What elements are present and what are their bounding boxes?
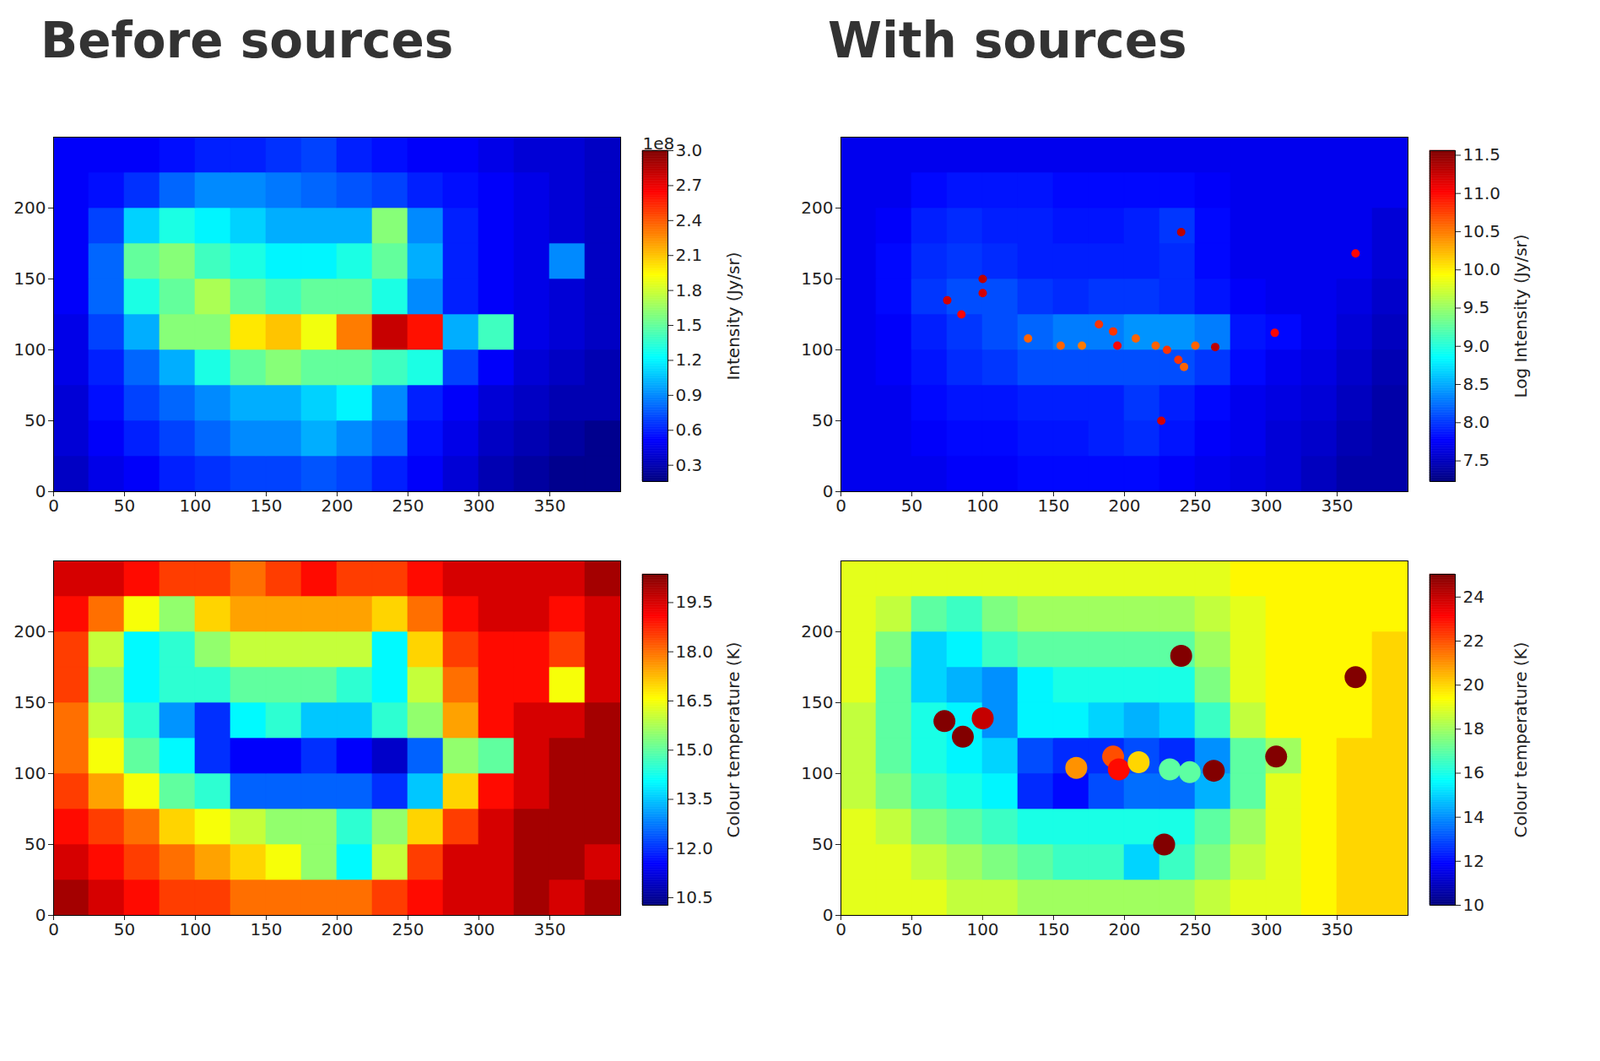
svg-text:150: 150 (13, 268, 46, 289)
svg-text:0: 0 (835, 918, 847, 940)
svg-text:1.8: 1.8 (675, 280, 703, 301)
svg-text:100: 100 (800, 762, 833, 784)
svg-text:0: 0 (822, 904, 834, 925)
svg-text:200: 200 (1108, 918, 1141, 940)
svg-text:300: 300 (462, 918, 495, 940)
svg-text:150: 150 (13, 691, 46, 713)
svg-text:250: 250 (391, 495, 424, 516)
svg-text:2.4: 2.4 (675, 210, 703, 231)
svg-text:0.6: 0.6 (675, 419, 703, 440)
svg-text:0: 0 (835, 495, 847, 516)
svg-text:250: 250 (1178, 495, 1211, 516)
svg-text:9.0: 9.0 (1463, 335, 1491, 357)
svg-text:0: 0 (48, 495, 60, 516)
svg-text:50: 50 (113, 918, 136, 940)
svg-text:9.5: 9.5 (1463, 297, 1491, 318)
svg-text:18: 18 (1463, 718, 1485, 739)
svg-text:18.0: 18.0 (675, 641, 714, 662)
svg-text:10.0: 10.0 (1463, 259, 1502, 280)
svg-text:Colour temperature (K): Colour temperature (K) (723, 641, 744, 838)
svg-text:50: 50 (113, 495, 136, 516)
svg-text:50: 50 (811, 833, 833, 855)
svg-text:50: 50 (901, 495, 923, 516)
svg-text:200: 200 (320, 918, 353, 940)
svg-text:50: 50 (811, 410, 833, 431)
svg-text:150: 150 (800, 268, 833, 289)
svg-text:300: 300 (1249, 495, 1282, 516)
svg-text:100: 100 (178, 495, 211, 516)
svg-text:1.2: 1.2 (675, 349, 703, 370)
svg-text:10: 10 (1463, 894, 1485, 915)
html-text:Before sources: Before sources (40, 11, 454, 70)
svg-text:300: 300 (1249, 918, 1282, 940)
svg-text:10.5: 10.5 (1463, 221, 1502, 242)
svg-text:250: 250 (391, 918, 424, 940)
svg-text:100: 100 (13, 339, 46, 360)
svg-text:24: 24 (1463, 586, 1485, 607)
svg-text:0: 0 (48, 918, 60, 940)
svg-text:350: 350 (533, 495, 566, 516)
svg-text:50: 50 (24, 410, 46, 431)
svg-text:350: 350 (1320, 495, 1353, 516)
svg-text:Log Intensity (Jy/sr): Log Intensity (Jy/sr) (1510, 233, 1531, 398)
svg-text:0: 0 (35, 904, 47, 925)
svg-text:15.0: 15.0 (675, 739, 714, 760)
svg-text:350: 350 (533, 918, 566, 940)
svg-text:50: 50 (24, 833, 46, 855)
svg-text:8.0: 8.0 (1463, 411, 1491, 433)
svg-text:200: 200 (1108, 495, 1141, 516)
svg-text:200: 200 (13, 197, 46, 218)
svg-text:11.0: 11.0 (1463, 183, 1502, 204)
svg-text:150: 150 (800, 691, 833, 713)
svg-text:16: 16 (1463, 762, 1485, 783)
svg-text:100: 100 (800, 339, 833, 360)
svg-text:150: 150 (1037, 495, 1070, 516)
svg-text:20: 20 (1463, 674, 1485, 695)
svg-text:200: 200 (13, 621, 46, 642)
svg-text:12: 12 (1463, 850, 1485, 871)
svg-text:11.5: 11.5 (1463, 144, 1502, 165)
svg-text:200: 200 (800, 621, 833, 642)
svg-text:100: 100 (966, 495, 999, 516)
svg-text:Colour temperature (K): Colour temperature (K) (1510, 641, 1531, 838)
svg-text:8.5: 8.5 (1463, 373, 1491, 395)
svg-text:300: 300 (462, 495, 495, 516)
svg-text:10.5: 10.5 (675, 886, 714, 908)
svg-text:0.9: 0.9 (675, 384, 703, 406)
svg-text:150: 150 (249, 918, 282, 940)
svg-text:1.5: 1.5 (675, 314, 703, 336)
svg-text:2.7: 2.7 (675, 174, 703, 195)
svg-text:350: 350 (1320, 918, 1353, 940)
svg-text:0: 0 (35, 481, 47, 502)
svg-text:16.5: 16.5 (675, 690, 714, 711)
svg-text:100: 100 (178, 918, 211, 940)
html-text:With sources: With sources (827, 11, 1188, 70)
svg-text:14: 14 (1463, 806, 1485, 828)
svg-text:200: 200 (320, 495, 353, 516)
svg-text:150: 150 (249, 495, 282, 516)
svg-text:100: 100 (966, 918, 999, 940)
svg-text:100: 100 (13, 762, 46, 784)
svg-text:0.3: 0.3 (675, 454, 703, 476)
svg-text:13.5: 13.5 (675, 788, 714, 809)
svg-text:22: 22 (1463, 630, 1485, 651)
svg-text:150: 150 (1037, 918, 1070, 940)
svg-text:19.5: 19.5 (675, 591, 714, 612)
svg-text:3.0: 3.0 (675, 140, 703, 161)
svg-text:200: 200 (800, 197, 833, 218)
svg-text:12.0: 12.0 (675, 837, 714, 859)
svg-text:250: 250 (1178, 918, 1211, 940)
svg-text:2.1: 2.1 (675, 244, 703, 265)
svg-text:1e8: 1e8 (643, 133, 676, 154)
svg-text:Intensity (Jy/sr): Intensity (Jy/sr) (723, 251, 744, 380)
svg-text:0: 0 (822, 481, 834, 502)
svg-text:50: 50 (901, 918, 923, 940)
svg-text:7.5: 7.5 (1463, 449, 1491, 471)
